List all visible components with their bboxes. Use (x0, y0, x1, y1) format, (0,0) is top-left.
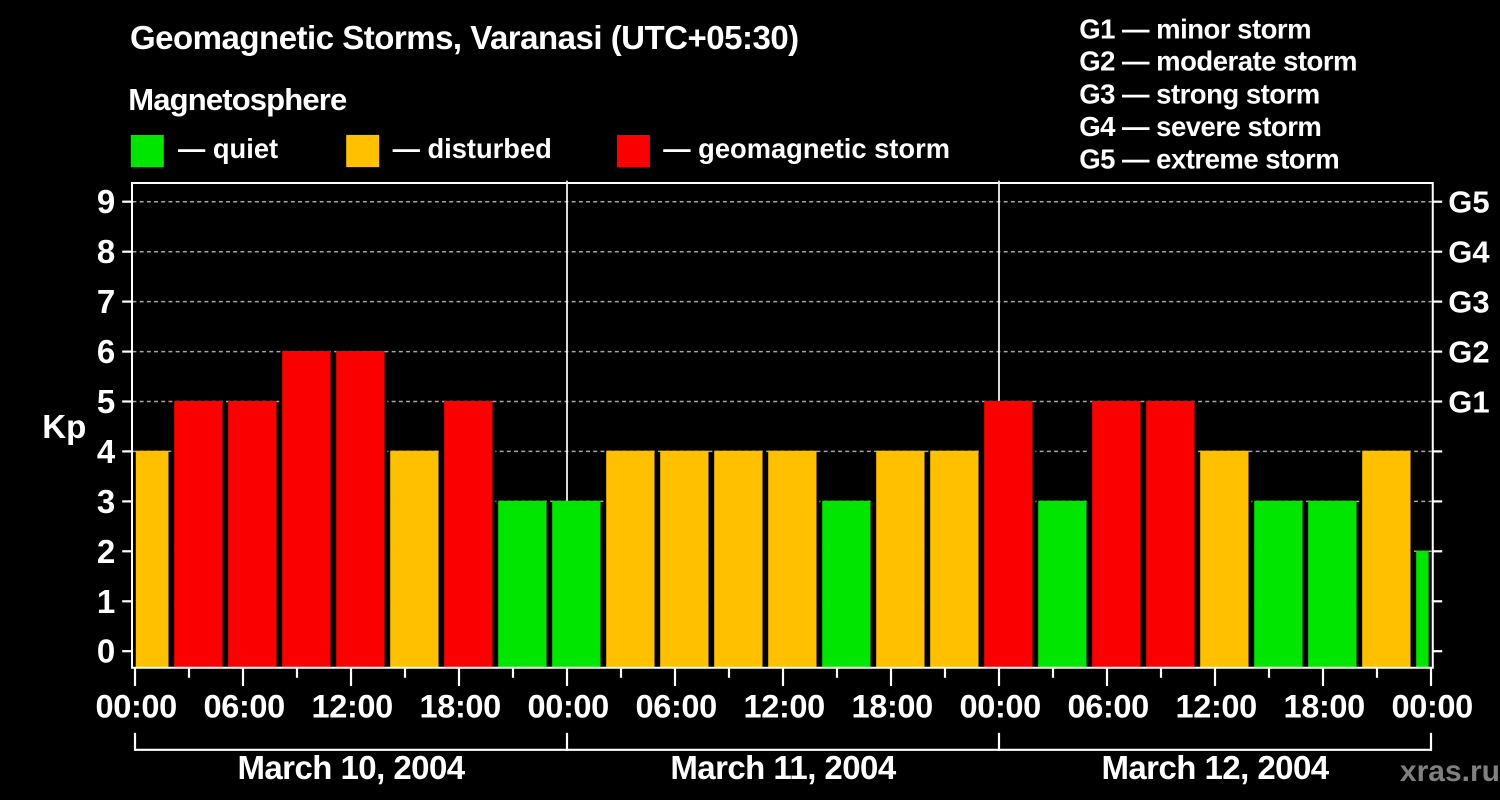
svg-text:G3 — strong storm: G3 — strong storm (1079, 78, 1320, 109)
svg-text:— disturbed: — disturbed (393, 133, 552, 164)
svg-text:Kp: Kp (42, 408, 86, 445)
svg-text:March 10, 2004: March 10, 2004 (237, 749, 465, 786)
svg-text:12:00: 12:00 (744, 689, 825, 725)
svg-text:G2 — moderate storm: G2 — moderate storm (1079, 46, 1357, 77)
svg-text:G4 — severe storm: G4 — severe storm (1079, 111, 1321, 142)
svg-text:8: 8 (97, 233, 115, 270)
svg-text:March 12, 2004: March 12, 2004 (1101, 749, 1329, 786)
svg-text:— quiet: — quiet (178, 133, 278, 164)
svg-text:18:00: 18:00 (420, 689, 501, 725)
svg-text:00:00: 00:00 (1392, 689, 1473, 725)
svg-text:G4: G4 (1448, 235, 1490, 270)
svg-text:18:00: 18:00 (1284, 689, 1365, 725)
svg-text:G2: G2 (1448, 334, 1489, 369)
svg-text:March 11, 2004: March 11, 2004 (670, 749, 896, 786)
svg-text:1: 1 (97, 583, 115, 620)
svg-text:3: 3 (97, 483, 115, 520)
svg-text:Geomagnetic Storms, Varanasi (: Geomagnetic Storms, Varanasi (UTC+05:30) (130, 19, 799, 56)
svg-text:9: 9 (97, 183, 115, 220)
svg-text:12:00: 12:00 (1176, 689, 1257, 725)
svg-text:4: 4 (97, 433, 116, 470)
svg-text:G1: G1 (1448, 384, 1489, 419)
svg-text:00:00: 00:00 (960, 689, 1041, 725)
svg-text:G5 — extreme storm: G5 — extreme storm (1079, 144, 1339, 175)
svg-text:06:00: 06:00 (204, 689, 285, 725)
svg-text:— geomagnetic storm: — geomagnetic storm (663, 133, 950, 164)
svg-text:06:00: 06:00 (1068, 689, 1149, 725)
svg-text:00:00: 00:00 (528, 689, 609, 725)
svg-text:Magnetosphere: Magnetosphere (128, 82, 347, 117)
svg-text:00:00: 00:00 (96, 689, 177, 725)
svg-text:G5: G5 (1448, 185, 1489, 220)
svg-text:7: 7 (97, 283, 115, 320)
svg-text:5: 5 (97, 383, 115, 420)
svg-text:xras.ru: xras.ru (1400, 755, 1500, 788)
svg-text:G1 — minor storm: G1 — minor storm (1079, 13, 1311, 44)
svg-text:18:00: 18:00 (852, 689, 933, 725)
svg-text:12:00: 12:00 (312, 689, 393, 725)
svg-text:0: 0 (97, 633, 115, 670)
svg-text:06:00: 06:00 (636, 689, 717, 725)
svg-text:G3: G3 (1448, 284, 1489, 319)
svg-text:6: 6 (97, 333, 115, 370)
svg-text:2: 2 (97, 533, 115, 570)
